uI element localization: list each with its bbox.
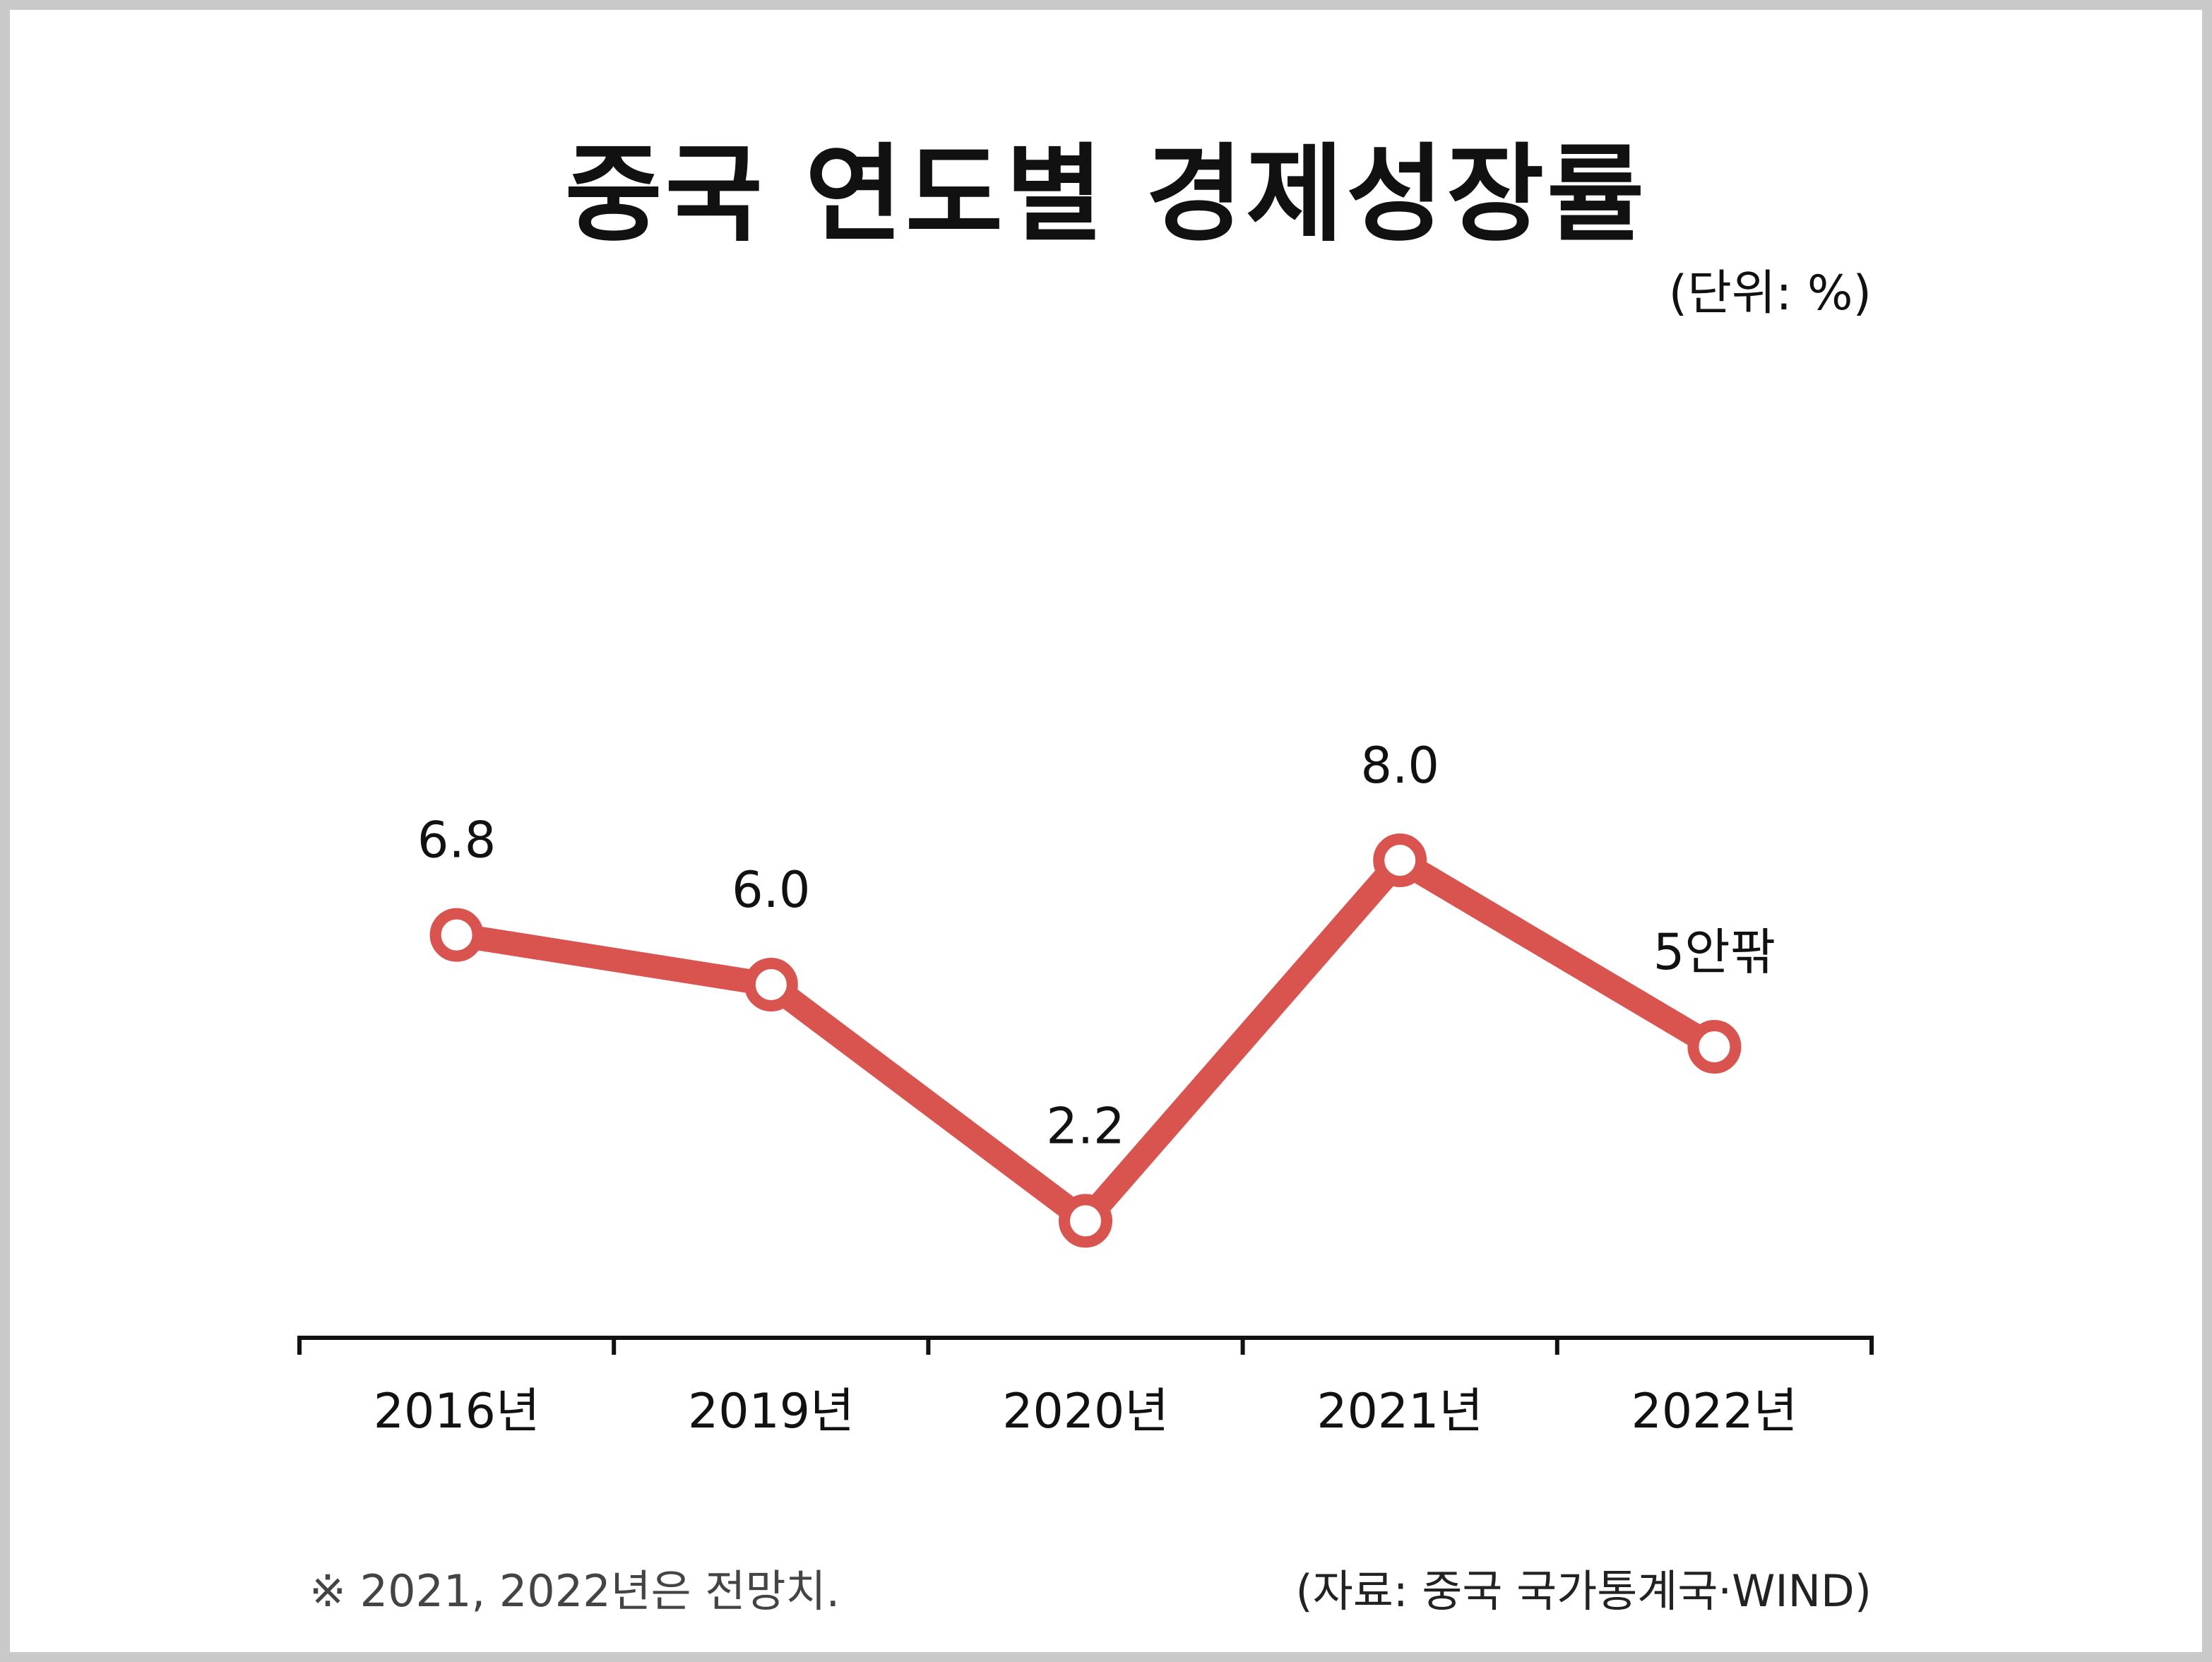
x-tick-label: 2022년 — [1631, 1384, 1798, 1440]
series-line — [444, 848, 1727, 1233]
chart-title: 중국 연도별 경제성장률 — [564, 133, 1648, 256]
x-tick-label: 2019년 — [688, 1384, 855, 1440]
x-tick-label: 2020년 — [1002, 1384, 1169, 1440]
data-label: 5안팎 — [1653, 923, 1776, 981]
line-chart: 6.8 6.0 2.2 8.0 5안팎 2016년 2019년 2020년 2021년 2022… — [297, 737, 1874, 1440]
x-tick-label: 2021년 — [1316, 1384, 1483, 1440]
data-label: 6.0 — [732, 861, 810, 919]
footnote: ※ 2021, 2022년은 전망치. — [309, 1565, 840, 1617]
x-tick-label: 2016년 — [374, 1384, 540, 1440]
data-point — [1373, 833, 1427, 887]
data-label: 2.2 — [1046, 1097, 1124, 1155]
data-point — [1687, 1020, 1742, 1074]
data-point — [744, 958, 798, 1011]
chart-frame: 중국 연도별 경제성장률 (단위: %) 6.8 6.0 2.2 8.0 5안팎 201… — [10, 10, 2202, 1652]
data-label: 6.8 — [417, 812, 496, 869]
data-point — [1059, 1194, 1112, 1248]
data-label: 8.0 — [1361, 737, 1439, 795]
unit-label: (단위: %) — [1668, 266, 1872, 321]
data-point — [429, 908, 484, 962]
source-note: (자료: 중국 국가통계국·WIND) — [1295, 1565, 1872, 1617]
